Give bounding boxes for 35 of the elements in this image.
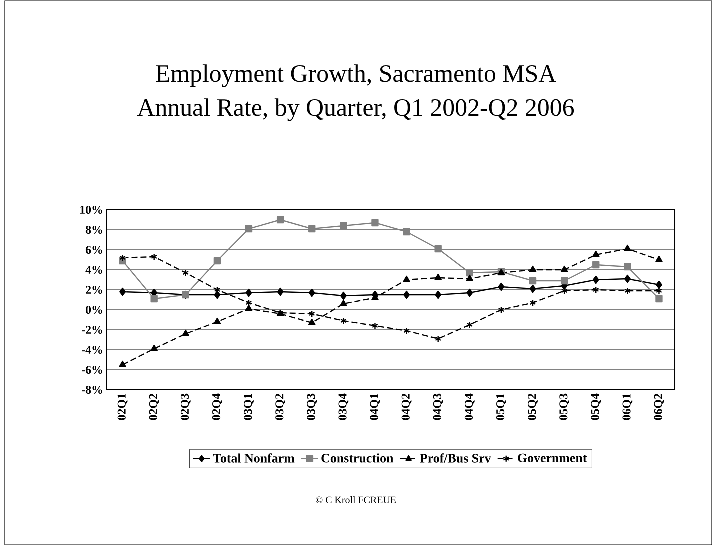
y-tick-label: 10% bbox=[80, 206, 102, 214]
y-tick-label: 6% bbox=[86, 246, 102, 254]
chart-subtitle: Annual Rate, by Quarter, Q1 2002-Q2 2006 bbox=[137, 98, 574, 122]
x-tick-label: 04Q3 bbox=[433, 394, 444, 420]
legend-label: Government bbox=[518, 454, 588, 463]
x-tick-label: 05Q4 bbox=[591, 394, 602, 420]
y-tick-label: -2% bbox=[82, 326, 102, 334]
x-tick-label: 04Q2 bbox=[402, 394, 412, 420]
x-tick-label: 04Q1 bbox=[370, 394, 380, 420]
legend-label: Total Nonfarm bbox=[213, 454, 295, 463]
x-tick-label: 03Q1 bbox=[244, 394, 254, 420]
x-tick-label: 06Q1 bbox=[622, 394, 633, 420]
x-tick-label: 05Q2 bbox=[528, 394, 538, 420]
legend-label: Construction bbox=[322, 454, 394, 463]
y-tick-label: -4% bbox=[82, 346, 102, 354]
x-tick-label: 02Q3 bbox=[180, 394, 191, 420]
y-tick-label: 2% bbox=[86, 286, 102, 294]
y-tick-label: 8% bbox=[86, 226, 102, 234]
y-tick-label: -6% bbox=[82, 366, 102, 374]
y-tick-label: 4% bbox=[86, 266, 102, 274]
x-tick-label: 03Q3 bbox=[307, 394, 318, 420]
y-tick-label: 0% bbox=[86, 306, 102, 314]
text: © C Kroll FCREUE bbox=[316, 496, 396, 504]
x-tick-label: 02Q2 bbox=[149, 394, 160, 420]
x-tick-label: 03Q4 bbox=[338, 394, 349, 420]
legend-label: Prof/Bus Srv bbox=[420, 454, 492, 463]
x-tick-label: 05Q3 bbox=[560, 394, 570, 420]
x-tick-label: 04Q4 bbox=[464, 394, 475, 420]
x-tick-label: 03Q2 bbox=[276, 394, 286, 420]
x-tick-label: 02Q4 bbox=[212, 394, 222, 420]
x-tick-label: 06Q2 bbox=[654, 394, 664, 420]
chart-title: Employment Growth, Sacramento MSA bbox=[156, 64, 556, 88]
x-tick-label: 02Q1 bbox=[118, 394, 128, 420]
x-tick-label: 05Q1 bbox=[496, 394, 506, 420]
y-tick-label: -8% bbox=[82, 386, 102, 394]
